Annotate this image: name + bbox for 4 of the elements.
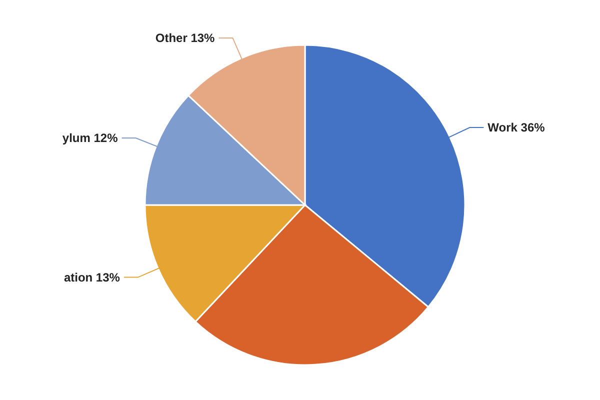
slice-label: Other 13% [155, 30, 216, 45]
slice-label: ylum 12% [62, 131, 118, 145]
slice-label: ation 13% [64, 270, 120, 284]
slice-label: Work 36% [488, 120, 546, 135]
